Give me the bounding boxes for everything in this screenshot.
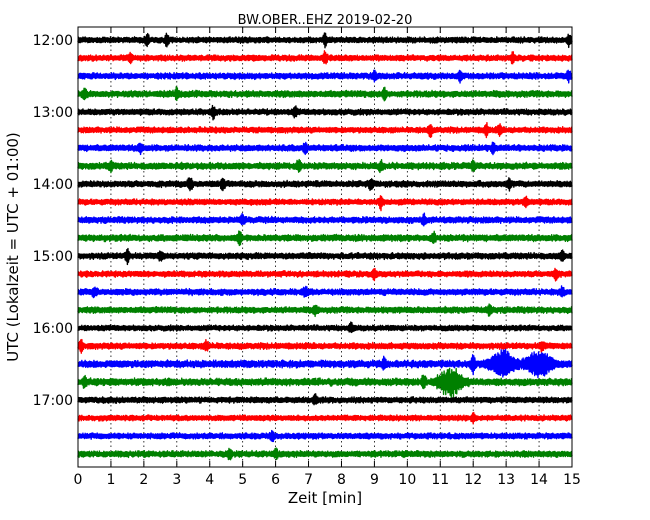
x-tick-label-14: 14 [530,472,548,488]
x-tick-label-12: 12 [464,472,482,488]
y-axis-label: UTC (Lokalzeit = UTC + 01:00) [4,132,22,362]
trace-1515 [77,267,573,282]
trace-1715 [77,411,573,425]
trace-1315 [77,122,573,139]
trace-1245 [77,86,573,102]
trace-1200 [77,32,573,49]
x-tick-label-13: 13 [497,472,515,488]
x-tick-label-6: 6 [271,472,280,488]
trace-1230 [77,69,573,84]
trace-1445 [77,230,573,247]
x-tick-label-10: 10 [398,472,416,488]
y-tick-label-5: 17:00 [33,393,73,409]
axis-ticks: 0 1 2 3 4 5 6 7 8 9 10 11 12 13 14 1512:0013:0014:0015:… [33,27,581,488]
trace-1415 [77,195,573,212]
trace-1400 [77,177,573,192]
trace-1730 [77,429,573,443]
x-tick-label-15: 15 [563,472,581,488]
trace-1500 [77,247,573,266]
x-tick-label-7: 7 [304,472,313,488]
trace-1700 [77,393,573,406]
x-tick-label-8: 8 [337,472,346,488]
trace-1645 [77,367,573,399]
x-tick-label-2: 2 [139,472,148,488]
chart-title: BW.OBER..EHZ 2019-02-20 [238,13,413,28]
y-tick-label-4: 16:00 [33,321,73,337]
trace-1630 [77,348,573,379]
trace-1215 [77,50,573,65]
x-tick-label-0: 0 [74,472,83,488]
x-tick-label-9: 9 [370,472,379,488]
trace-1600 [77,321,573,334]
plot-frame [77,26,573,468]
trace-1330 [77,141,573,156]
trace-1300 [77,104,573,121]
y-tick-label-0: 12:00 [33,33,73,49]
trace-1615 [77,338,573,354]
trace-1745 [77,447,573,461]
x-axis-label: Zeit [min] [288,489,362,507]
x-tick-label-3: 3 [172,472,181,488]
trace-1530 [77,285,573,299]
x-tick-label-11: 11 [431,472,449,488]
seismic-traces [77,32,573,461]
y-tick-label-2: 14:00 [33,177,73,193]
trace-1345 [77,158,573,174]
trace-1430 [77,212,573,227]
y-tick-label-1: 13:00 [33,105,73,121]
x-tick-label-1: 1 [106,472,115,488]
y-tick-label-3: 15:00 [33,249,73,265]
x-tick-label-4: 4 [205,472,214,488]
trace-1545 [77,303,573,318]
x-tick-label-5: 5 [238,472,247,488]
